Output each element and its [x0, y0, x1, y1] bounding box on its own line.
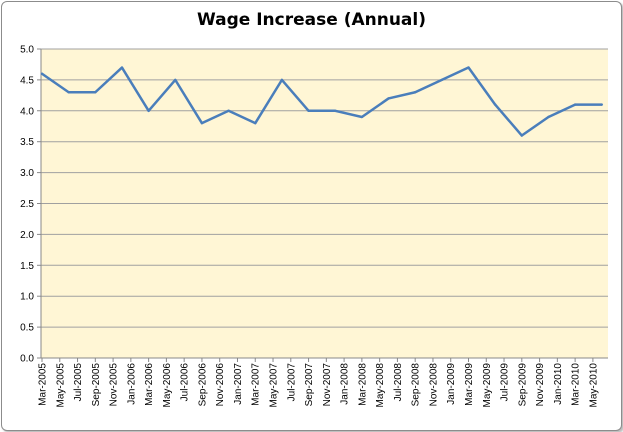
x-tick-label: Nov-2007: [322, 363, 333, 407]
x-tick-label: Sep-2007: [304, 363, 315, 407]
x-tick-label: Jan-2009: [446, 363, 457, 405]
y-tick-label: 1.5: [20, 261, 34, 272]
x-tick-label: Jul-2006: [180, 363, 191, 402]
x-tick-label: Sep-2009: [517, 363, 528, 407]
x-tick-label: Mar-2010: [571, 363, 582, 406]
y-tick-label: 0.0: [20, 354, 34, 365]
x-tick-label: May-2008: [375, 363, 386, 408]
data-point: [467, 66, 470, 69]
y-tick-label: 4.5: [20, 75, 34, 86]
data-point: [67, 91, 70, 94]
x-tick-label: Nov-2005: [109, 363, 120, 407]
data-point: [94, 91, 97, 94]
series-line: [41, 66, 602, 137]
data-point: [334, 109, 337, 113]
x-tick-label: Jan-2010: [553, 363, 564, 405]
x-tick-label: May-2006: [162, 363, 173, 408]
data-point: [360, 115, 364, 119]
x-tick-label: Jul-2008: [393, 363, 404, 402]
data-point: [600, 103, 603, 106]
y-tick-label: 3.0: [20, 168, 34, 179]
y-tick-label: 4.0: [20, 106, 34, 117]
x-tick-label: Jul-2007: [286, 363, 297, 402]
x-tick-label: Nov-2009: [535, 363, 546, 407]
data-point: [413, 91, 417, 94]
y-tick-label: 5.0: [20, 45, 34, 56]
x-tick-label: Mar-2007: [251, 363, 262, 406]
x-tick-label: Jan-2007: [233, 363, 244, 405]
y-tick-label: 3.5: [20, 137, 34, 148]
x-tick-label: Jan-2008: [340, 363, 351, 405]
data-point: [200, 121, 204, 125]
x-tick-label: Sep-2008: [411, 363, 422, 407]
x-tick-label: May-2009: [482, 363, 493, 408]
y-tick-label: 1.0: [20, 292, 34, 303]
chart-title: Wage Increase (Annual): [197, 10, 426, 30]
x-tick-label: Sep-2005: [91, 363, 102, 407]
x-tick-label: Mar-2008: [357, 363, 368, 406]
data-point: [280, 78, 284, 82]
data-point: [573, 103, 577, 106]
data-point: [387, 97, 390, 100]
data-point: [440, 78, 444, 82]
x-tick-label: May-2007: [269, 363, 280, 408]
y-tick-label: 2.5: [20, 199, 34, 210]
x-tick-label: May-2010: [588, 363, 599, 408]
x-tick-label: Sep-2006: [197, 363, 208, 407]
x-tick-label: Mar-2009: [464, 363, 475, 406]
x-tick-label: Mar-2006: [144, 363, 155, 406]
data-point: [120, 66, 124, 69]
data-point: [40, 72, 44, 75]
x-tick-label: Nov-2006: [215, 363, 226, 407]
data-point: [520, 134, 524, 137]
data-point: [227, 109, 230, 113]
x-tick-label: Jan-2006: [126, 363, 137, 405]
x-tick-label: Jul-2009: [500, 363, 511, 402]
x-tick-label: Mar-2005: [38, 363, 49, 406]
data-point: [254, 121, 257, 125]
data-point: [307, 109, 310, 113]
data-point: [493, 103, 497, 106]
y-tick-label: 2.0: [20, 230, 34, 241]
y-tick-label: 0.5: [20, 323, 34, 334]
x-tick-label: Jul-2005: [73, 363, 84, 402]
data-point: [147, 109, 150, 113]
x-tick-label: May-2005: [55, 363, 66, 408]
data-point: [547, 115, 550, 119]
data-point: [174, 78, 177, 82]
x-tick-label: Nov-2008: [428, 363, 439, 407]
